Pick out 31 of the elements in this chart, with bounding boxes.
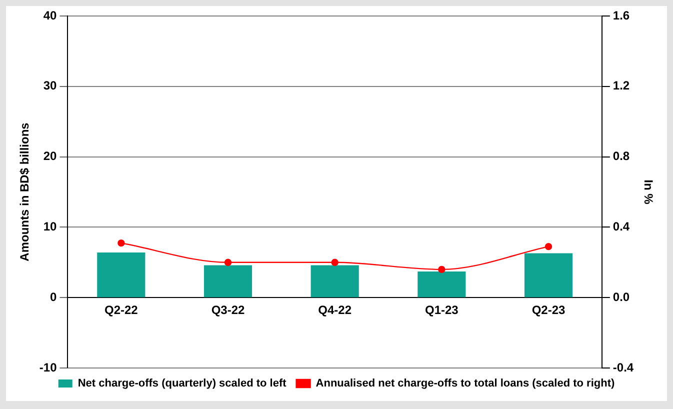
y-tick-label: 10 — [43, 220, 58, 234]
point — [224, 258, 232, 266]
bar — [418, 272, 466, 298]
y2-tick-label: 0.0 — [612, 290, 630, 304]
y2-axis-title: In % — [641, 180, 656, 205]
point — [544, 242, 552, 250]
bar — [204, 265, 252, 298]
y2-tick-label: 1.6 — [612, 8, 630, 22]
y-tick-label: 20 — [43, 149, 58, 164]
y-tick-label: 40 — [43, 8, 58, 22]
y-tick-label: 30 — [43, 78, 58, 93]
point — [331, 258, 338, 266]
point — [438, 266, 446, 274]
bar — [310, 265, 359, 298]
legend-label: Net charge-offs (quarterly) scaled to left — [78, 378, 287, 390]
bar — [97, 252, 146, 298]
x-tick-label: Q2-22 — [104, 303, 138, 318]
legend-label: Annualised net charge-offs to total loans (scaled to right) — [316, 378, 615, 390]
y-tick-label: 0 — [50, 290, 58, 304]
y2-tick-label: 0.4 — [612, 220, 630, 234]
y-tick-label: -10 — [39, 360, 58, 374]
x-tick-label: Q4-22 — [318, 303, 352, 318]
point — [118, 239, 125, 247]
x-tick-label: Q1-23 — [424, 303, 459, 318]
x-tick-label: Q3-22 — [211, 303, 245, 318]
y2-tick-label: 1.2 — [612, 78, 630, 93]
y2-tick-label: -0.4 — [612, 360, 634, 374]
bar — [524, 253, 573, 298]
x-tick-label: Q2-23 — [532, 303, 566, 318]
y2-tick-label: 0.8 — [612, 149, 630, 164]
y-axis-title: Amounts in BD$ billions — [18, 122, 32, 262]
